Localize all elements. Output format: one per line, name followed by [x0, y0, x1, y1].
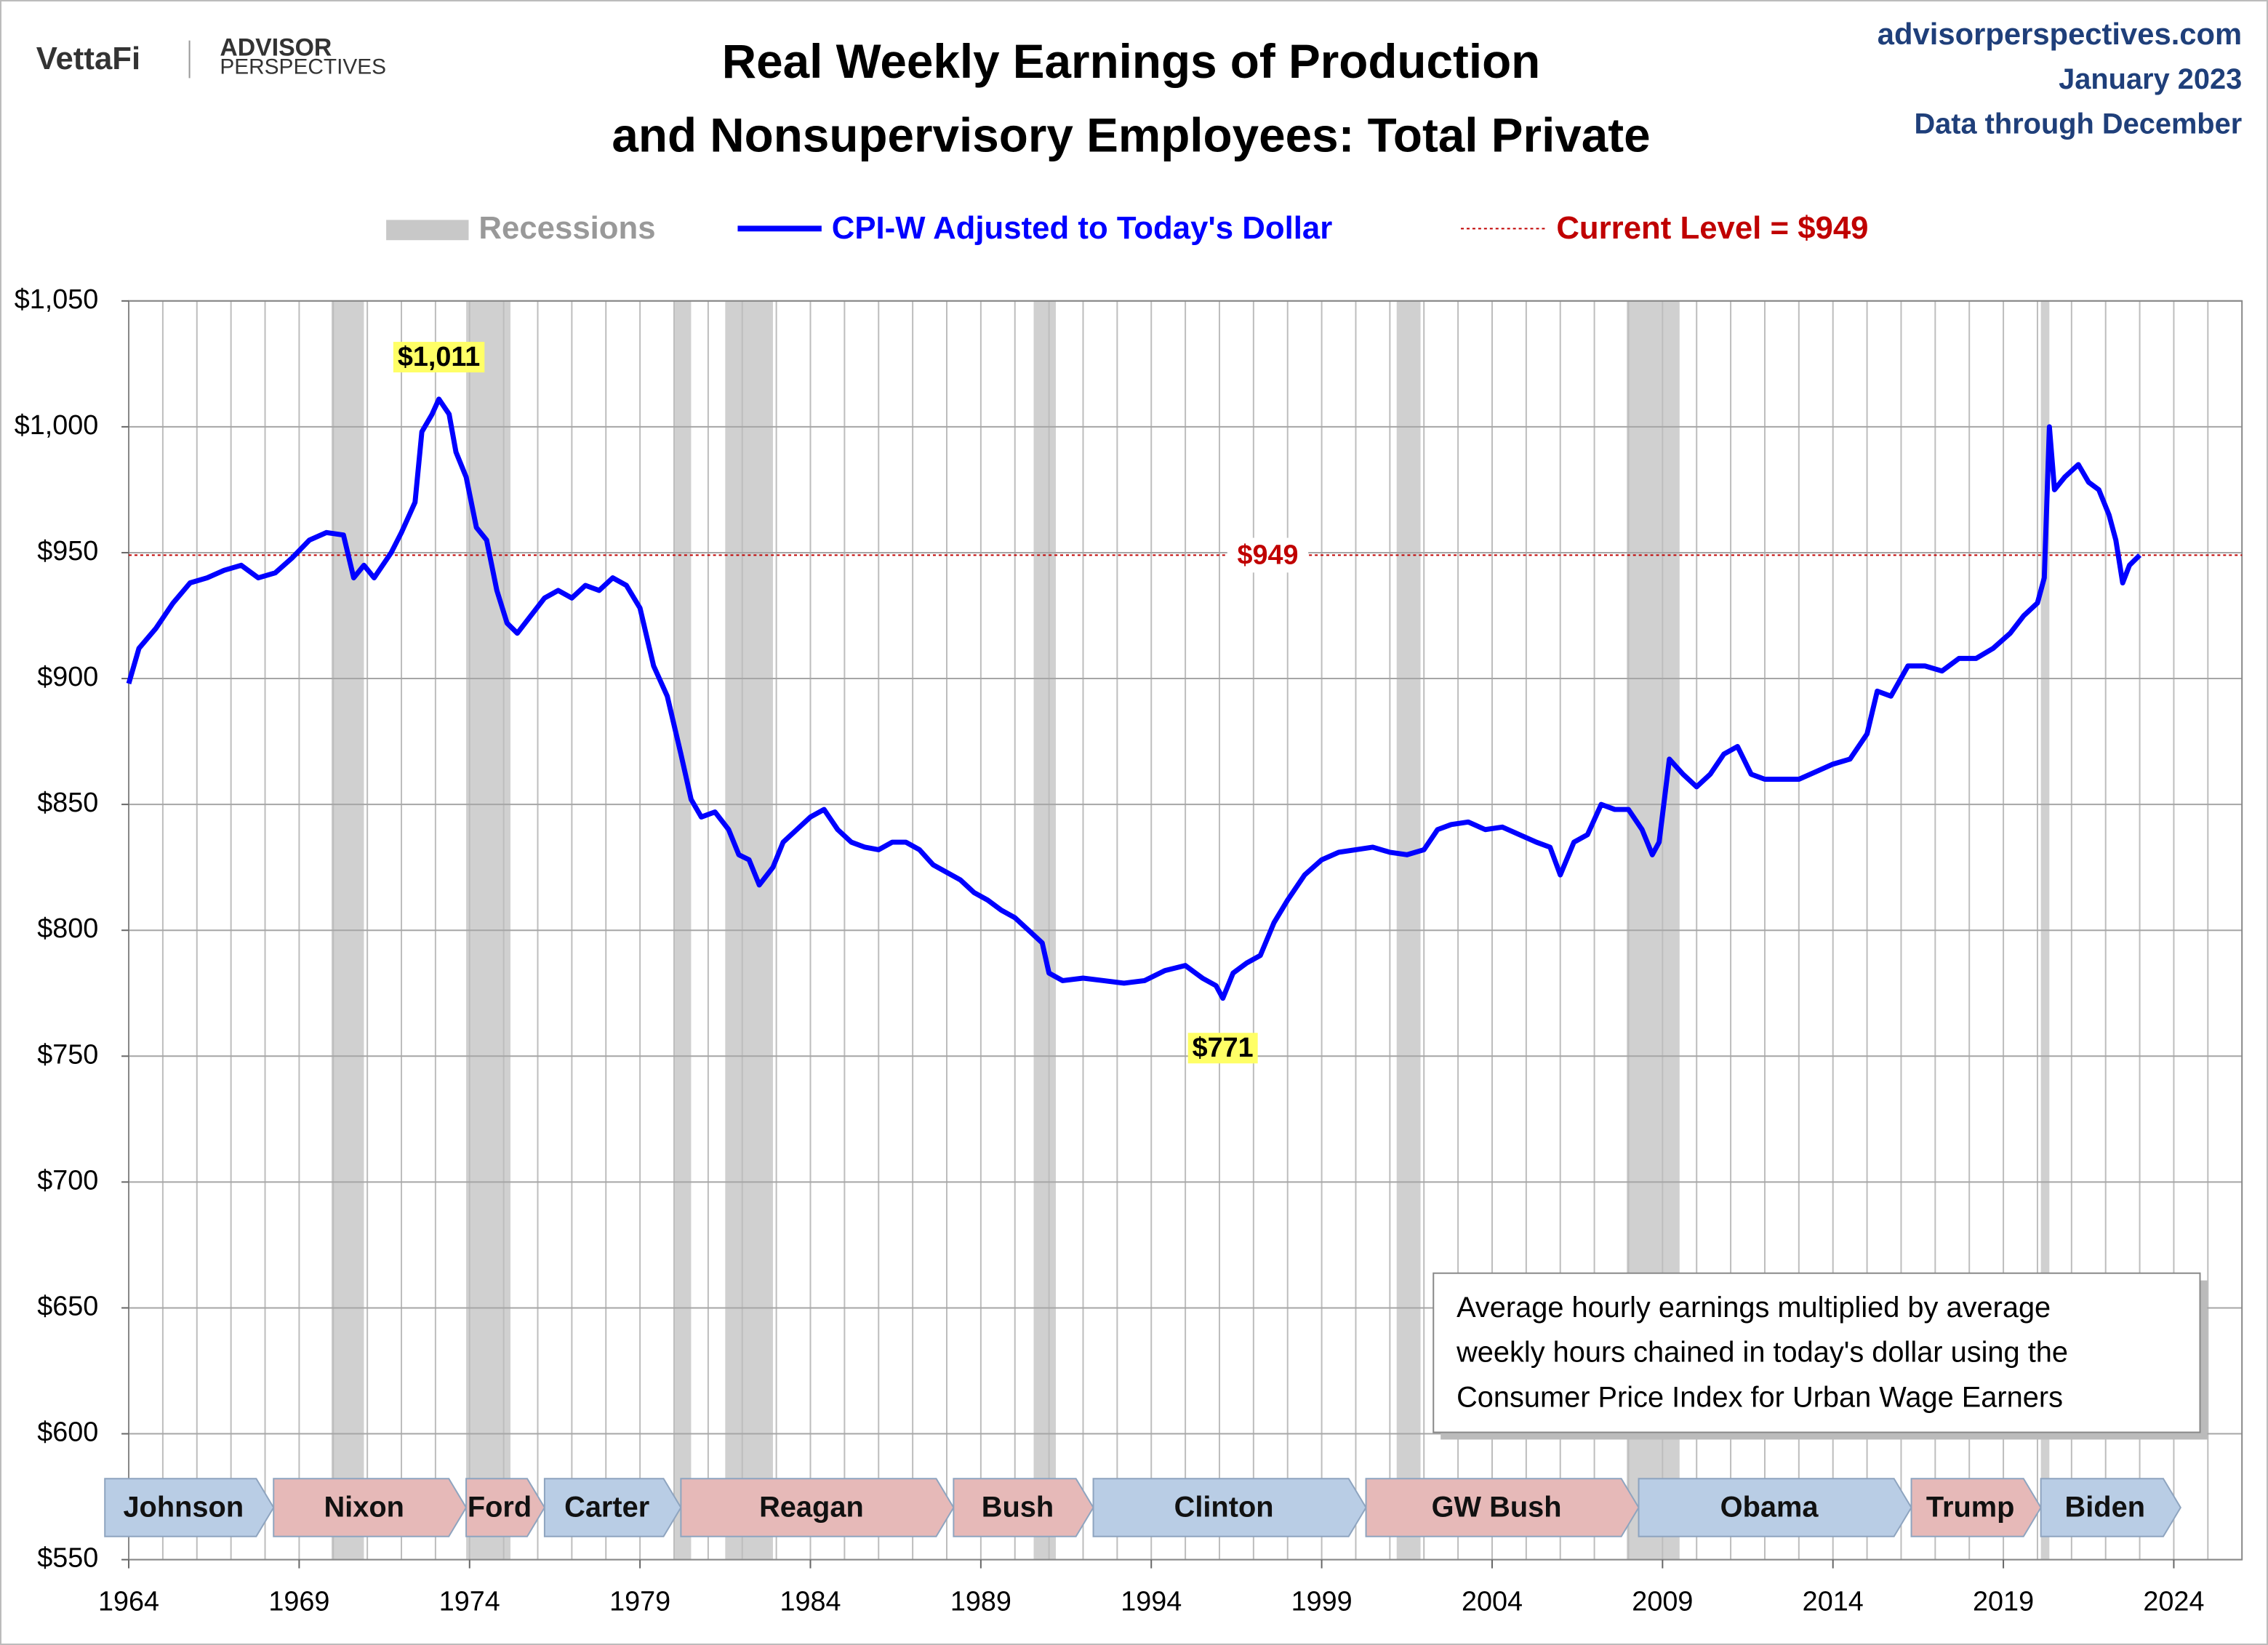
chart-title: Real Weekly Earnings of Production: [722, 35, 1541, 88]
president-arrow: [104, 1478, 275, 1537]
x-tick-label: 1974: [439, 1586, 500, 1617]
site: advisorperspectives.com: [1878, 17, 2242, 51]
president-name: Clinton: [1174, 1492, 1274, 1524]
reference-label-bg: [1227, 537, 1309, 573]
y-tick-label: $650: [37, 1291, 98, 1321]
legend-recession-swatch: [386, 220, 469, 241]
president-arrow: [1638, 1478, 1912, 1537]
president-arrow: [465, 1478, 546, 1537]
president-arrow: [680, 1478, 955, 1537]
data-through: Data through December: [1914, 108, 2242, 140]
note-box: [1432, 1272, 2201, 1433]
date: January 2023: [2059, 63, 2242, 95]
president-arrow: [953, 1478, 1094, 1537]
x-tick-label: 2019: [1973, 1586, 2034, 1617]
annotation-label: $1,011: [398, 342, 480, 372]
y-tick-label: $1,000: [15, 410, 99, 441]
y-tick-label: $600: [37, 1417, 98, 1448]
x-tick-label: 2009: [1632, 1586, 1693, 1617]
x-tick-label: 1984: [780, 1586, 841, 1617]
president-name: Nixon: [324, 1492, 404, 1524]
president-name: Biden: [2065, 1492, 2145, 1524]
x-tick-label: 2004: [1462, 1586, 1523, 1617]
y-tick-label: $900: [37, 662, 98, 692]
brand-bottom: PERSPECTIVES: [220, 55, 386, 79]
president-arrow: [1092, 1478, 1367, 1537]
annotation: $771: [1187, 1033, 1258, 1064]
president-arrow: [543, 1478, 682, 1537]
y-tick-label: $800: [37, 913, 98, 944]
president-arrow: [1365, 1478, 1640, 1537]
president-name: Johnson: [123, 1492, 244, 1524]
president-arrow: [2040, 1478, 2181, 1537]
x-tick-label: 2024: [2143, 1586, 2204, 1617]
chart-title: and Nonsupervisory Employees: Total Priv…: [612, 108, 1650, 161]
x-tick-label: 1969: [268, 1586, 329, 1617]
legend-label: CPI-W Adjusted to Today's Dollar: [832, 210, 1333, 246]
annotation-bg: [393, 342, 485, 373]
y-tick-label: $850: [37, 788, 98, 818]
president-arrow: [273, 1478, 468, 1537]
legend-label: Current Level = $949: [1556, 210, 1868, 246]
president-name: Ford: [468, 1492, 532, 1524]
note-line: Consumer Price Index for Urban Wage Earn…: [1456, 1381, 2063, 1413]
brand-top: ADVISOR: [220, 34, 332, 62]
annotation: $1,011: [393, 342, 485, 373]
y-tick-label: $550: [37, 1543, 98, 1574]
president-name: Bush: [982, 1492, 1054, 1524]
y-tick-label: $950: [37, 536, 98, 567]
x-tick-label: 1964: [98, 1586, 159, 1617]
president-name: Obama: [1720, 1492, 1819, 1524]
note-line: weekly hours chained in today's dollar u…: [1456, 1337, 2068, 1369]
president-arrow: [1910, 1478, 2042, 1537]
annotation-bg: [1187, 1033, 1258, 1064]
reference-label: $949: [1237, 540, 1298, 570]
y-tick-label: $700: [37, 1165, 98, 1196]
y-tick-label: $1,050: [15, 284, 99, 315]
x-tick-label: 1999: [1291, 1586, 1353, 1617]
x-tick-label: 1979: [609, 1586, 670, 1617]
series-line: [126, 396, 2142, 1001]
y-tick-label: $750: [37, 1039, 98, 1070]
president-name: Trump: [1926, 1492, 2015, 1524]
x-tick-label: 2014: [1803, 1586, 1864, 1617]
x-tick-label: 1989: [950, 1586, 1011, 1617]
x-tick-label: 1994: [1121, 1586, 1182, 1617]
logo: VettaFi: [36, 41, 140, 76]
note-line: Average hourly earnings multiplied by av…: [1456, 1292, 2051, 1324]
president-name: GW Bush: [1432, 1492, 1562, 1524]
legend-label: Recessions: [478, 210, 655, 246]
president-name: Carter: [564, 1492, 649, 1524]
president-name: Reagan: [759, 1492, 864, 1524]
annotation-label: $771: [1193, 1033, 1254, 1063]
